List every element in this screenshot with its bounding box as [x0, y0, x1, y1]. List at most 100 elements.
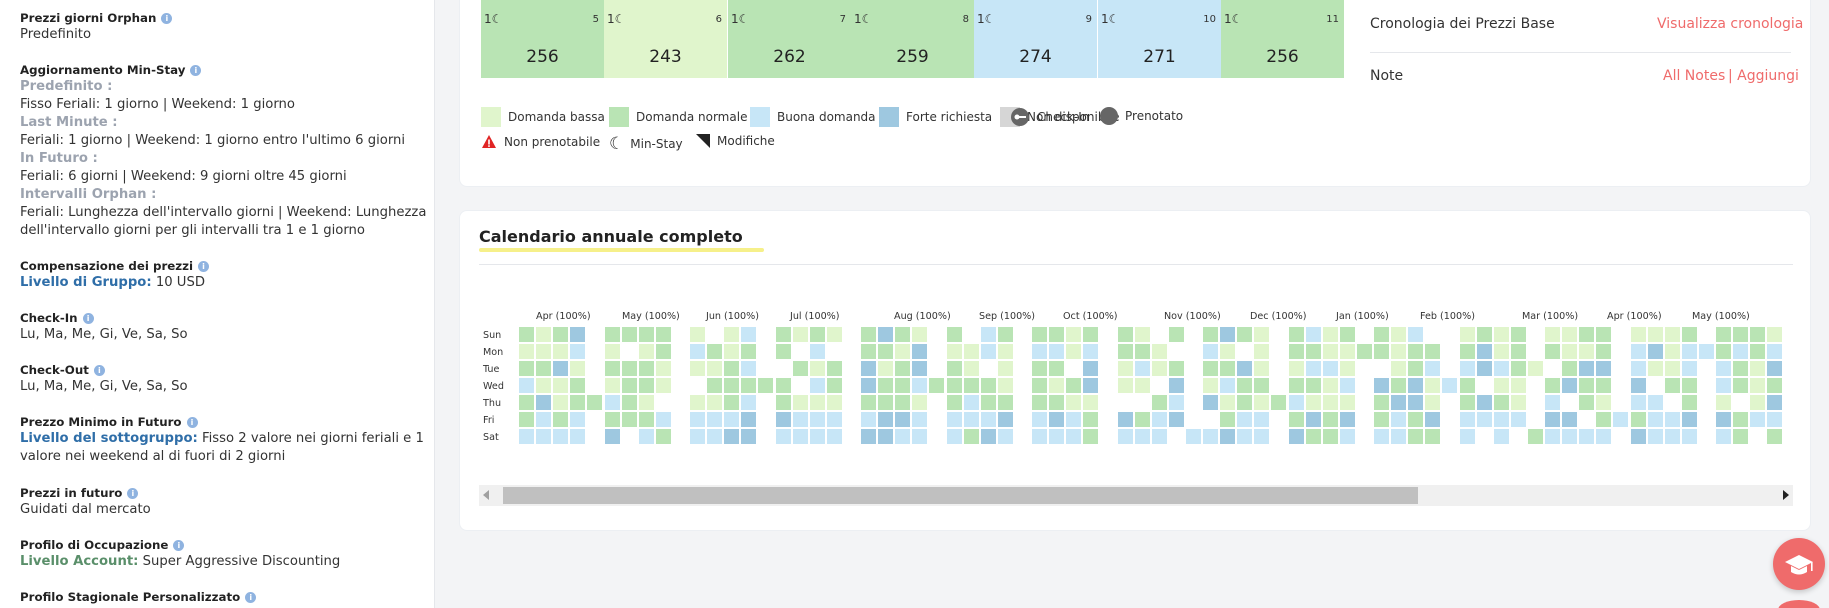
- heatmap-day-cell[interactable]: [1168, 327, 1184, 342]
- heatmap-day-cell[interactable]: [1339, 395, 1355, 410]
- heatmap-day-cell[interactable]: [1562, 344, 1578, 359]
- heatmap-day-cell[interactable]: [1596, 429, 1612, 444]
- heatmap-day-cell[interactable]: [1117, 429, 1133, 444]
- heatmap-day-cell[interactable]: [775, 395, 791, 410]
- info-icon[interactable]: i: [127, 488, 139, 499]
- heatmap-day-cell[interactable]: [775, 327, 791, 342]
- heatmap-day-cell[interactable]: [1493, 344, 1509, 359]
- heatmap-day-cell[interactable]: [1339, 361, 1355, 376]
- heatmap-day-cell[interactable]: [1510, 395, 1526, 410]
- heatmap-day-cell[interactable]: [1288, 361, 1304, 376]
- heatmap-day-cell[interactable]: [1425, 378, 1441, 393]
- heatmap-day-cell[interactable]: [741, 412, 757, 427]
- heatmap-day-cell[interactable]: [1767, 361, 1783, 376]
- heatmap-day-cell[interactable]: [1391, 344, 1407, 359]
- heatmap-day-cell[interactable]: [929, 378, 945, 393]
- heatmap-day-cell[interactable]: [1322, 344, 1338, 359]
- heatmap-day-cell[interactable]: [861, 344, 876, 359]
- heatmap-day-cell[interactable]: [1630, 327, 1646, 342]
- heatmap-day-cell[interactable]: [604, 344, 620, 359]
- heatmap-day-cell[interactable]: [1305, 344, 1321, 359]
- heatmap-day-cell[interactable]: [690, 412, 705, 427]
- heatmap-day-cell[interactable]: [997, 344, 1013, 359]
- info-icon[interactable]: i: [173, 540, 185, 551]
- info-icon[interactable]: i: [190, 65, 202, 76]
- add-note-link[interactable]: | Aggiungi: [1728, 68, 1799, 84]
- heatmap-day-cell[interactable]: [1049, 395, 1065, 410]
- heatmap-day-cell[interactable]: [1049, 412, 1065, 427]
- info-icon[interactable]: i: [198, 261, 210, 272]
- heatmap-day-cell[interactable]: [1032, 395, 1047, 410]
- heatmap-day-cell[interactable]: [1066, 412, 1082, 427]
- heatmap-day-cell[interactable]: [707, 361, 723, 376]
- heatmap-day-cell[interactable]: [826, 429, 842, 444]
- heatmap-day-cell[interactable]: [1630, 429, 1646, 444]
- heatmap-day-cell[interactable]: [1339, 344, 1355, 359]
- heatmap-day-cell[interactable]: [1134, 412, 1150, 427]
- heatmap-day-cell[interactable]: [1032, 327, 1047, 342]
- heatmap-day-cell[interactable]: [724, 395, 740, 410]
- heatmap-day-cell[interactable]: [690, 327, 705, 342]
- heatmap-day-cell[interactable]: [655, 327, 671, 342]
- heatmap-day-cell[interactable]: [570, 361, 586, 376]
- heatmap-day-cell[interactable]: [655, 361, 671, 376]
- calendar-day-cell[interactable]: 277 1☾ 9 274: [974, 0, 1097, 78]
- heatmap-day-cell[interactable]: [1134, 429, 1150, 444]
- heatmap-day-cell[interactable]: [1596, 344, 1612, 359]
- heatmap-day-cell[interactable]: [963, 412, 979, 427]
- heatmap-day-cell[interactable]: [826, 378, 842, 393]
- heatmap-day-cell[interactable]: [724, 344, 740, 359]
- heatmap-day-cell[interactable]: [1459, 378, 1475, 393]
- heatmap-day-cell[interactable]: [1254, 361, 1270, 376]
- heatmap-day-cell[interactable]: [570, 378, 586, 393]
- heatmap-day-cell[interactable]: [1391, 378, 1407, 393]
- heatmap-day-cell[interactable]: [741, 361, 757, 376]
- heatmap-day-cell[interactable]: [1322, 395, 1338, 410]
- heatmap-day-cell[interactable]: [1203, 361, 1218, 376]
- heatmap-day-cell[interactable]: [1066, 429, 1082, 444]
- heatmap-day-cell[interactable]: [758, 378, 774, 393]
- heatmap-day-cell[interactable]: [809, 344, 825, 359]
- heatmap-day-cell[interactable]: [1356, 344, 1372, 359]
- heatmap-day-cell[interactable]: [1117, 344, 1133, 359]
- heatmap-day-cell[interactable]: [1408, 395, 1424, 410]
- heatmap-day-cell[interactable]: [1288, 327, 1304, 342]
- heatmap-day-cell[interactable]: [1305, 327, 1321, 342]
- heatmap-day-cell[interactable]: [741, 327, 757, 342]
- heatmap-day-cell[interactable]: [1237, 378, 1253, 393]
- heatmap-day-cell[interactable]: [1049, 361, 1065, 376]
- heatmap-day-cell[interactable]: [861, 361, 876, 376]
- heatmap-day-cell[interactable]: [1476, 344, 1492, 359]
- heatmap-day-cell[interactable]: [1049, 378, 1065, 393]
- heatmap-day-cell[interactable]: [724, 412, 740, 427]
- heatmap-day-cell[interactable]: [1203, 395, 1218, 410]
- heatmap-day-cell[interactable]: [997, 361, 1013, 376]
- heatmap-day-cell[interactable]: [895, 395, 911, 410]
- heatmap-day-cell[interactable]: [707, 344, 723, 359]
- heatmap-day-cell[interactable]: [1425, 361, 1441, 376]
- info-icon[interactable]: i: [82, 313, 94, 324]
- heatmap-day-cell[interactable]: [1613, 412, 1629, 427]
- scrollbar-thumb[interactable]: [503, 487, 1418, 504]
- heatmap-day-cell[interactable]: [861, 395, 876, 410]
- heatmap-day-cell[interactable]: [1271, 395, 1287, 410]
- heatmap-day-cell[interactable]: [519, 412, 534, 427]
- heatmap-day-cell[interactable]: [1527, 429, 1543, 444]
- heatmap-day-cell[interactable]: [946, 395, 962, 410]
- heatmap-day-cell[interactable]: [655, 378, 671, 393]
- heatmap-day-cell[interactable]: [1117, 378, 1133, 393]
- heatmap-day-cell[interactable]: [861, 429, 876, 444]
- heatmap-day-cell[interactable]: [1476, 327, 1492, 342]
- heatmap-day-cell[interactable]: [878, 344, 894, 359]
- heatmap-day-cell[interactable]: [1716, 412, 1731, 427]
- heatmap-day-cell[interactable]: [1254, 395, 1270, 410]
- heatmap-day-cell[interactable]: [1083, 412, 1099, 427]
- heatmap-day-cell[interactable]: [1425, 395, 1441, 410]
- heatmap-day-cell[interactable]: [809, 378, 825, 393]
- heatmap-day-cell[interactable]: [621, 395, 637, 410]
- heatmap-day-cell[interactable]: [1459, 344, 1475, 359]
- heatmap-day-cell[interactable]: [1083, 395, 1099, 410]
- heatmap-day-cell[interactable]: [946, 378, 962, 393]
- heatmap-day-cell[interactable]: [1681, 378, 1697, 393]
- heatmap-day-cell[interactable]: [1168, 395, 1184, 410]
